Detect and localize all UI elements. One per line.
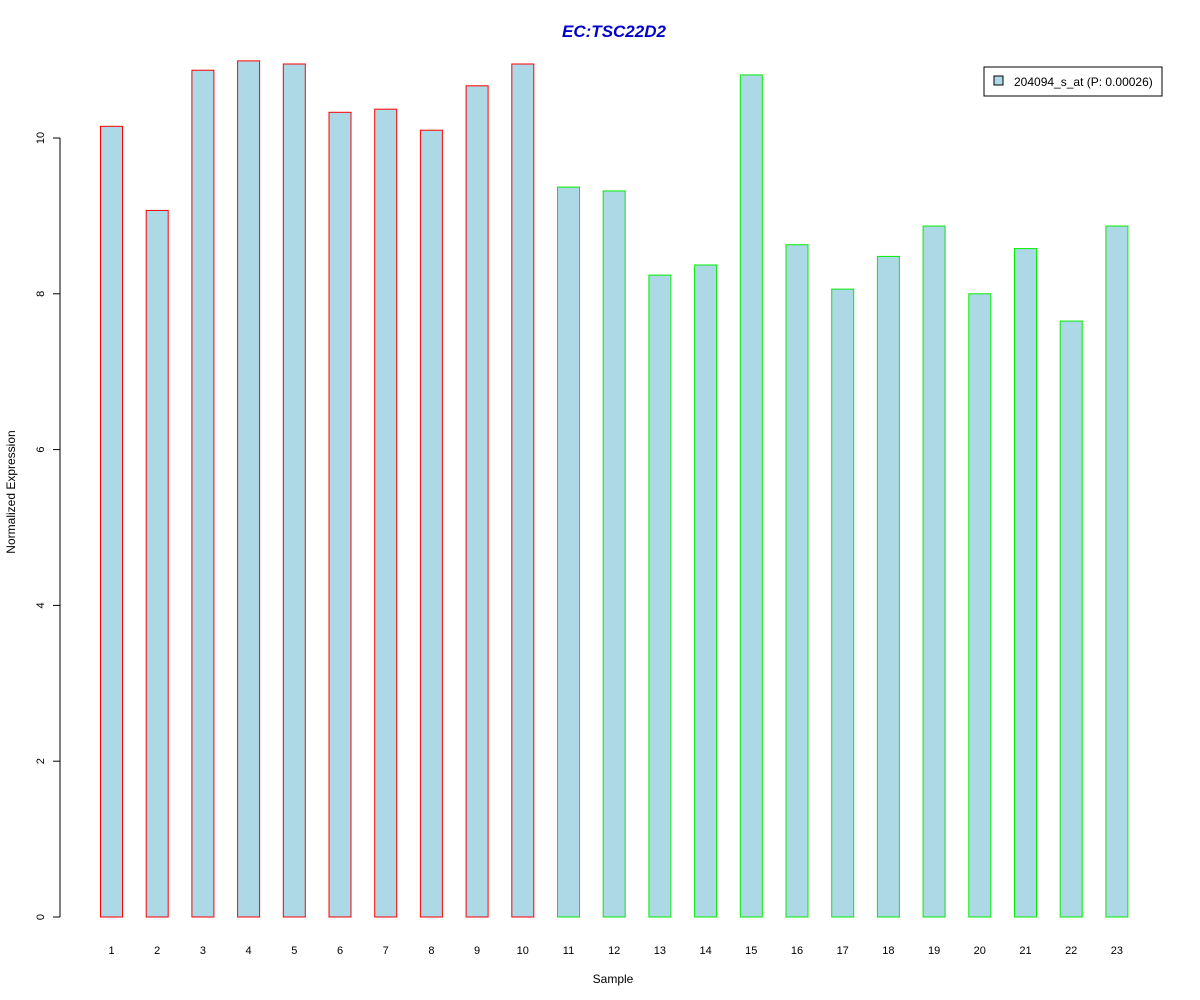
x-tick-label: 17 bbox=[837, 945, 849, 957]
bar-sample-8 bbox=[419, 129, 443, 918]
bar-sample-4 bbox=[237, 60, 261, 918]
x-tick-label: 9 bbox=[474, 945, 480, 957]
x-tick-label: 14 bbox=[699, 945, 711, 957]
x-tick-label: 15 bbox=[745, 945, 757, 957]
bar-sample-19 bbox=[922, 225, 946, 918]
bar-sample-21 bbox=[1014, 248, 1037, 918]
x-tick-labels: 1 2 3 4 5 6 7 8 9 10 11 12 13 14 15 16 17 18 19 20 21 22 23 bbox=[108, 945, 1123, 957]
y-tick-label: 4 bbox=[35, 602, 47, 608]
bar-sample-23 bbox=[1105, 225, 1129, 918]
bar-sample-15 bbox=[739, 74, 763, 918]
x-tick-label: 1 bbox=[108, 945, 114, 957]
y-tick-label: 10 bbox=[35, 132, 47, 144]
x-tick-label: 7 bbox=[383, 945, 389, 957]
bar-sample-7 bbox=[374, 108, 398, 918]
legend-label: 204094_s_at (P: 0.00026) bbox=[1014, 75, 1153, 89]
bar-sample-22 bbox=[1059, 320, 1083, 918]
x-tick-label: 8 bbox=[428, 945, 434, 957]
legend: 204094_s_at (P: 0.00026) bbox=[983, 66, 1163, 97]
x-tick-label: 18 bbox=[882, 945, 894, 957]
bar-sample-17 bbox=[831, 288, 855, 918]
x-tick-label: 2 bbox=[154, 945, 160, 957]
bar-sample-5 bbox=[282, 63, 306, 918]
x-tick-label: 11 bbox=[563, 945, 574, 957]
x-tick-label: 10 bbox=[517, 945, 529, 957]
bar-sample-2 bbox=[145, 209, 169, 918]
x-tick-label: 6 bbox=[337, 945, 343, 957]
bar-sample-10 bbox=[511, 63, 535, 918]
x-tick-label: 3 bbox=[200, 945, 206, 957]
x-tick-label: 19 bbox=[928, 945, 940, 957]
x-tick-label: 16 bbox=[791, 945, 803, 957]
legend-swatch bbox=[993, 75, 1004, 86]
x-tick-label: 23 bbox=[1111, 945, 1123, 957]
x-tick-label: 13 bbox=[654, 945, 666, 957]
bar-sample-6 bbox=[328, 111, 352, 918]
y-tick-label: 8 bbox=[35, 291, 47, 297]
chart-title: EC:TSC22D2 bbox=[562, 22, 666, 41]
bar-sample-16 bbox=[785, 244, 809, 918]
y-axis-label: Normalized Expression bbox=[4, 430, 18, 553]
x-tick-label: 20 bbox=[974, 945, 986, 957]
bar-sample-20 bbox=[968, 293, 992, 918]
bar-sample-14 bbox=[694, 264, 718, 918]
x-axis-label: Sample bbox=[593, 972, 634, 986]
y-tick-label: 6 bbox=[35, 447, 47, 453]
bar-sample-18 bbox=[876, 255, 900, 918]
x-tick-label: 12 bbox=[608, 945, 620, 957]
bars-group bbox=[100, 60, 1129, 918]
x-tick-label: 5 bbox=[291, 945, 297, 957]
bar-sample-3 bbox=[191, 69, 215, 918]
legend-box bbox=[983, 66, 1163, 97]
y-axis: 0 2 4 6 8 10 bbox=[35, 132, 61, 920]
x-tick-label: 21 bbox=[1019, 945, 1031, 957]
y-tick-label: 0 bbox=[35, 914, 47, 920]
bar-sample-9 bbox=[465, 85, 489, 918]
y-tick-label: 2 bbox=[35, 758, 47, 764]
bar-sample-12 bbox=[602, 190, 626, 918]
x-tick-label: 4 bbox=[246, 945, 252, 957]
bar-sample-1 bbox=[100, 125, 123, 918]
bar-sample-11 bbox=[557, 186, 580, 918]
bar-sample-13 bbox=[648, 274, 672, 918]
x-tick-label: 22 bbox=[1065, 945, 1077, 957]
